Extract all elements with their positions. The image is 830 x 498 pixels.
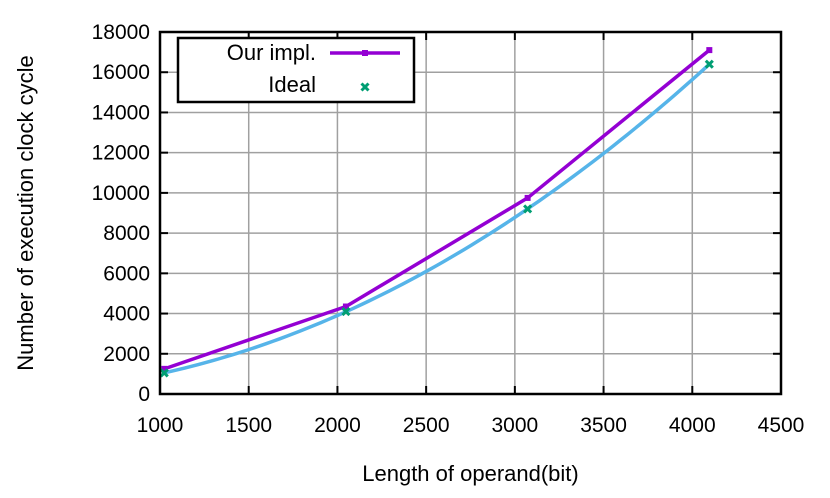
legend-label-ideal: Ideal (268, 72, 316, 97)
y-tick-label: 4000 (103, 303, 150, 326)
ideal-curve-line (163, 62, 711, 375)
ideal-point (159, 368, 169, 378)
our-impl-point (524, 194, 531, 201)
tick-labels: 1000 1500 2000 2500 3000 3500 4000 4500 0 2000 400… (92, 21, 805, 437)
x-tick-label: 1000 (137, 414, 184, 437)
y-tick-label: 6000 (103, 262, 150, 285)
x-tick-label: 3500 (580, 414, 627, 437)
ideal-point (523, 204, 533, 214)
y-tick-label: 14000 (92, 101, 150, 124)
ideal-point (341, 306, 351, 317)
y-tick-label: 8000 (103, 222, 150, 245)
y-tick-label: 16000 (92, 61, 150, 84)
x-tick-label: 2500 (403, 414, 450, 437)
x-tick-label: 4000 (669, 414, 716, 437)
grid-lines (160, 32, 781, 394)
x-tick-label: 2000 (314, 414, 361, 437)
legend-swatches (330, 50, 400, 92)
y-axis-title: Number of execution clock cycle (13, 55, 38, 370)
legend-swatch-ideal (360, 82, 370, 92)
series-layer (159, 47, 714, 378)
plot-frame (158, 30, 783, 396)
our-impl-point (342, 303, 349, 310)
y-tick-label: 0 (138, 383, 150, 406)
our-impl-point (706, 47, 713, 54)
our-impl-series-line (163, 48, 711, 371)
legend-box (176, 36, 416, 104)
x-tick-label: 4500 (758, 414, 805, 437)
legend-swatch-our-impl-point (362, 50, 368, 56)
our-impl-point (161, 365, 168, 372)
y-tick-label: 12000 (92, 142, 150, 165)
legend: Our impl. Ideal (176, 36, 416, 104)
ideal-point (704, 59, 714, 69)
x-axis-title: Length of operand(bit) (362, 461, 579, 486)
x-tick-label: 3000 (491, 414, 538, 437)
y-tick-label: 10000 (92, 182, 150, 205)
y-tick-label: 2000 (103, 343, 150, 366)
y-tick-label: 18000 (92, 21, 150, 44)
legend-label-our-impl: Our impl. (227, 40, 316, 65)
x-tick-label: 1500 (225, 414, 272, 437)
